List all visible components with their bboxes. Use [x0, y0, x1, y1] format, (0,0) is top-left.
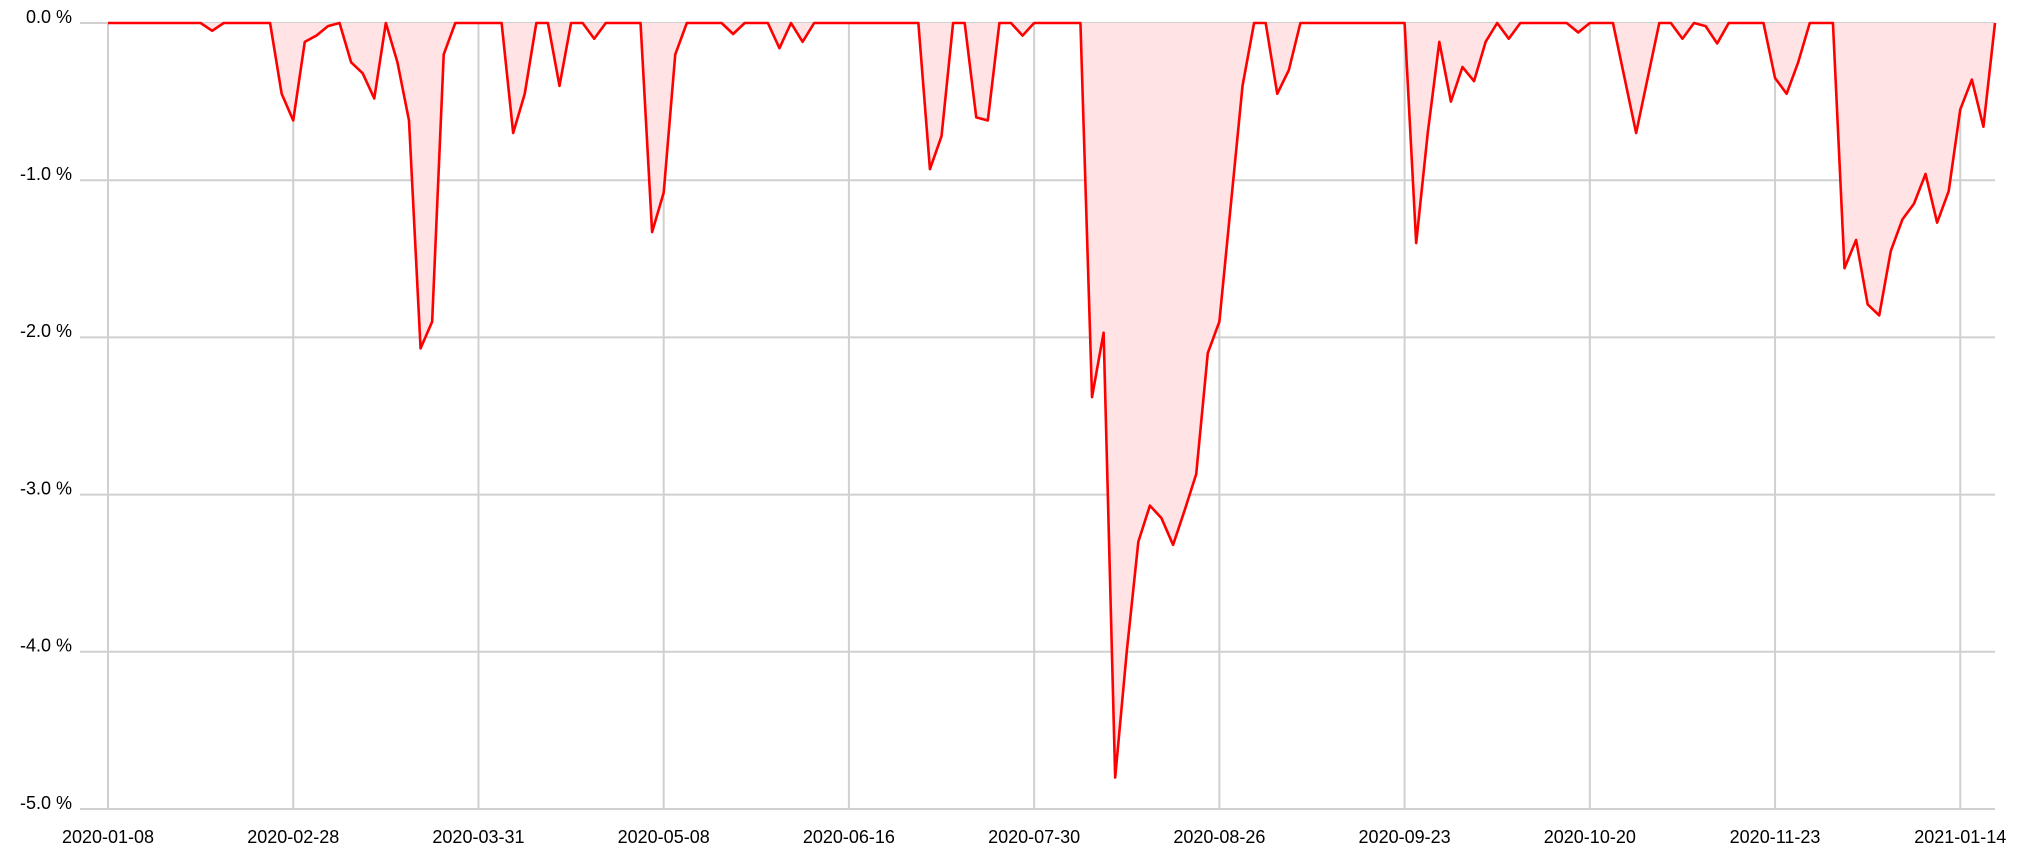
x-tick-label: 2020-06-16: [803, 827, 895, 847]
area: [108, 23, 1995, 778]
x-tick-label: 2021-01-14: [1914, 827, 2006, 847]
y-tick-label: -2.0 %: [20, 321, 72, 341]
y-tick-label: -5.0 %: [20, 793, 72, 813]
x-tick-label: 2020-11-23: [1730, 827, 1821, 847]
y-tick-label: -1.0 %: [20, 164, 72, 184]
x-tick-label: 2020-07-30: [988, 827, 1080, 847]
x-tick-label: 2020-08-26: [1173, 827, 1265, 847]
y-tick-label: -3.0 %: [20, 478, 72, 498]
x-tick-label: 2020-05-08: [618, 827, 710, 847]
x-tick-label: 2020-02-28: [247, 827, 339, 847]
y-tick-label: -4.0 %: [20, 636, 72, 656]
y-tick-label: 0.0 %: [26, 7, 72, 27]
x-tick-label: 2020-09-23: [1359, 827, 1451, 847]
x-tick-label: 2020-10-20: [1544, 827, 1636, 847]
line: [108, 21, 1997, 779]
x-tick-label: 2020-01-08: [62, 827, 154, 847]
x-tick-label: 2020-03-31: [432, 827, 524, 847]
